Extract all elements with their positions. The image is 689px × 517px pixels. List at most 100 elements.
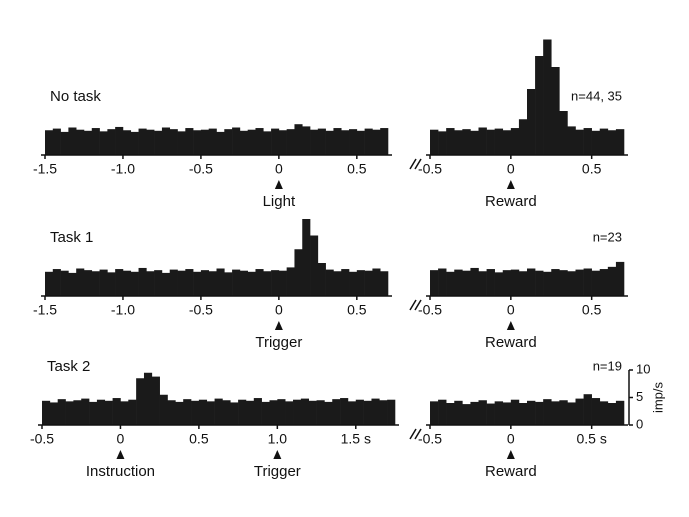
bar bbox=[136, 378, 145, 425]
bar bbox=[96, 399, 106, 425]
bar bbox=[527, 89, 536, 155]
event-label: Trigger bbox=[254, 463, 301, 480]
axis-break bbox=[409, 428, 417, 440]
bar bbox=[478, 400, 487, 425]
bar bbox=[191, 400, 200, 425]
bar bbox=[349, 271, 358, 296]
y-tick-label: 10 bbox=[636, 361, 650, 376]
bar bbox=[138, 128, 147, 155]
x-tick-label: 0.5 bbox=[347, 302, 367, 318]
bar bbox=[599, 128, 609, 155]
bar bbox=[302, 219, 311, 296]
bar bbox=[120, 401, 129, 425]
bar bbox=[324, 401, 333, 425]
x-tick-label: 0.5 bbox=[582, 302, 602, 318]
bar bbox=[438, 268, 447, 296]
bar bbox=[89, 401, 98, 425]
bar bbox=[486, 269, 495, 296]
bar bbox=[143, 372, 153, 425]
bar bbox=[518, 271, 528, 296]
bar bbox=[575, 398, 584, 425]
bar bbox=[216, 131, 225, 155]
bar bbox=[356, 270, 365, 296]
bar bbox=[99, 269, 108, 296]
bar bbox=[183, 399, 192, 425]
bar bbox=[91, 128, 100, 155]
x-tick-label: 0.5 bbox=[347, 161, 367, 177]
bar bbox=[502, 130, 512, 155]
bar bbox=[494, 272, 504, 296]
bar bbox=[527, 268, 536, 296]
bar bbox=[559, 111, 568, 155]
event-arrow bbox=[116, 450, 125, 459]
bar bbox=[387, 399, 396, 425]
bar bbox=[615, 400, 625, 425]
bar bbox=[502, 270, 512, 296]
x-tick-label: 0.5 bbox=[189, 431, 209, 447]
bar bbox=[591, 130, 601, 155]
bar bbox=[575, 129, 584, 155]
bar bbox=[122, 270, 132, 296]
event-arrow bbox=[506, 321, 515, 330]
bar bbox=[355, 399, 364, 425]
bar bbox=[543, 39, 552, 155]
bar bbox=[76, 268, 85, 296]
bar bbox=[438, 399, 447, 425]
bar bbox=[535, 56, 544, 155]
bar bbox=[161, 272, 171, 296]
bar bbox=[332, 399, 341, 425]
bar bbox=[510, 128, 520, 155]
bar bbox=[263, 131, 272, 155]
axis-break bbox=[414, 428, 422, 440]
bar bbox=[615, 129, 625, 155]
y-tick-label: 5 bbox=[636, 389, 643, 404]
bar bbox=[591, 270, 601, 296]
bar bbox=[363, 400, 372, 425]
bar bbox=[551, 401, 560, 425]
bar bbox=[76, 129, 85, 155]
bar bbox=[52, 269, 61, 296]
bar bbox=[535, 270, 544, 296]
bar bbox=[60, 131, 69, 155]
x-tick-label: -1.5 bbox=[33, 302, 57, 318]
bar bbox=[470, 401, 479, 425]
event-arrow bbox=[506, 450, 515, 459]
bar bbox=[347, 401, 357, 425]
bar bbox=[454, 130, 463, 155]
bar bbox=[583, 394, 592, 425]
bar bbox=[151, 376, 160, 425]
bar bbox=[317, 263, 326, 296]
bar bbox=[380, 128, 389, 155]
bar bbox=[222, 400, 231, 425]
bar bbox=[430, 401, 439, 425]
bar bbox=[454, 269, 463, 296]
bar bbox=[302, 126, 311, 155]
panel-title: No task bbox=[50, 88, 101, 105]
bar bbox=[255, 128, 264, 155]
bar bbox=[107, 272, 116, 296]
bar bbox=[49, 402, 58, 425]
bar bbox=[104, 400, 113, 425]
bar bbox=[380, 271, 389, 296]
bar bbox=[146, 129, 155, 155]
bar bbox=[239, 130, 248, 155]
bar bbox=[177, 270, 186, 296]
bar bbox=[430, 129, 439, 155]
bar bbox=[239, 270, 248, 296]
bar bbox=[567, 271, 576, 296]
event-label: Reward bbox=[485, 463, 537, 480]
bar bbox=[200, 270, 210, 296]
x-tick-label: -0.5 bbox=[189, 161, 213, 177]
axis-break bbox=[409, 299, 417, 311]
bar bbox=[278, 270, 287, 296]
bar bbox=[286, 129, 295, 155]
bar bbox=[446, 271, 455, 296]
bar bbox=[285, 401, 294, 425]
bar bbox=[83, 130, 93, 155]
bar bbox=[130, 131, 139, 155]
bar bbox=[551, 269, 560, 296]
bar bbox=[575, 269, 584, 296]
bar bbox=[208, 271, 217, 296]
bar bbox=[169, 269, 178, 296]
